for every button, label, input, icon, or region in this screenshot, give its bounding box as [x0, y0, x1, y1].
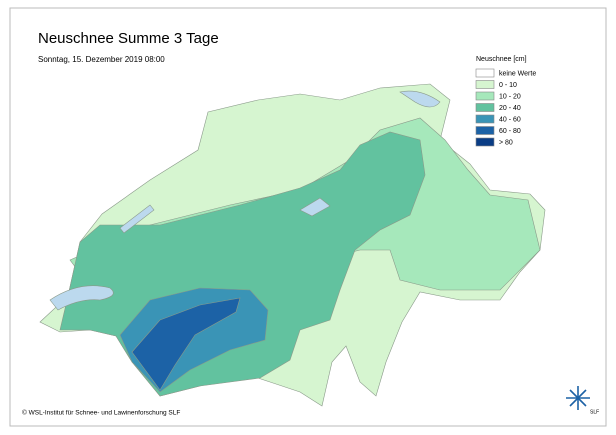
logo-text: SLF: [590, 409, 599, 415]
zone-60-80: [131, 297, 241, 391]
map: [39, 83, 546, 407]
legend-swatch: [475, 137, 495, 147]
legend: keine Werte 0 - 10 10 - 20 20 - 40 40 - 60 60…: [475, 68, 536, 147]
legend-label: 0 - 10: [499, 82, 517, 89]
legend-swatch: [475, 68, 495, 78]
legend-label: 10 - 20: [499, 93, 521, 100]
legend-swatch: [475, 103, 495, 112]
subtitle: Sonntag, 15. Dezember 2019 08:00: [38, 55, 165, 64]
legend-label: 20 - 40: [499, 105, 521, 112]
lake-lucerne: [299, 197, 331, 217]
copyright: © WSL-Institut für Schnee- und Lawinenfo…: [22, 409, 180, 417]
lake-neuchatel: [119, 204, 155, 234]
legend-swatch: [475, 114, 495, 124]
logo: [566, 386, 590, 410]
legend-label: > 80: [499, 139, 513, 146]
title: Neuschnee Summe 3 Tage: [38, 30, 219, 47]
legend-label: 40 - 60: [499, 116, 521, 123]
legend-title: Neuschnee [cm]: [476, 56, 527, 63]
lake-constance: [399, 90, 441, 108]
legend-swatch: [475, 126, 495, 135]
legend-label: 60 - 80: [499, 128, 521, 135]
legend-label: keine Werte: [499, 70, 536, 77]
legend-swatch: [475, 80, 495, 89]
lake-geneva: [49, 285, 114, 311]
legend-swatch: [475, 91, 495, 101]
